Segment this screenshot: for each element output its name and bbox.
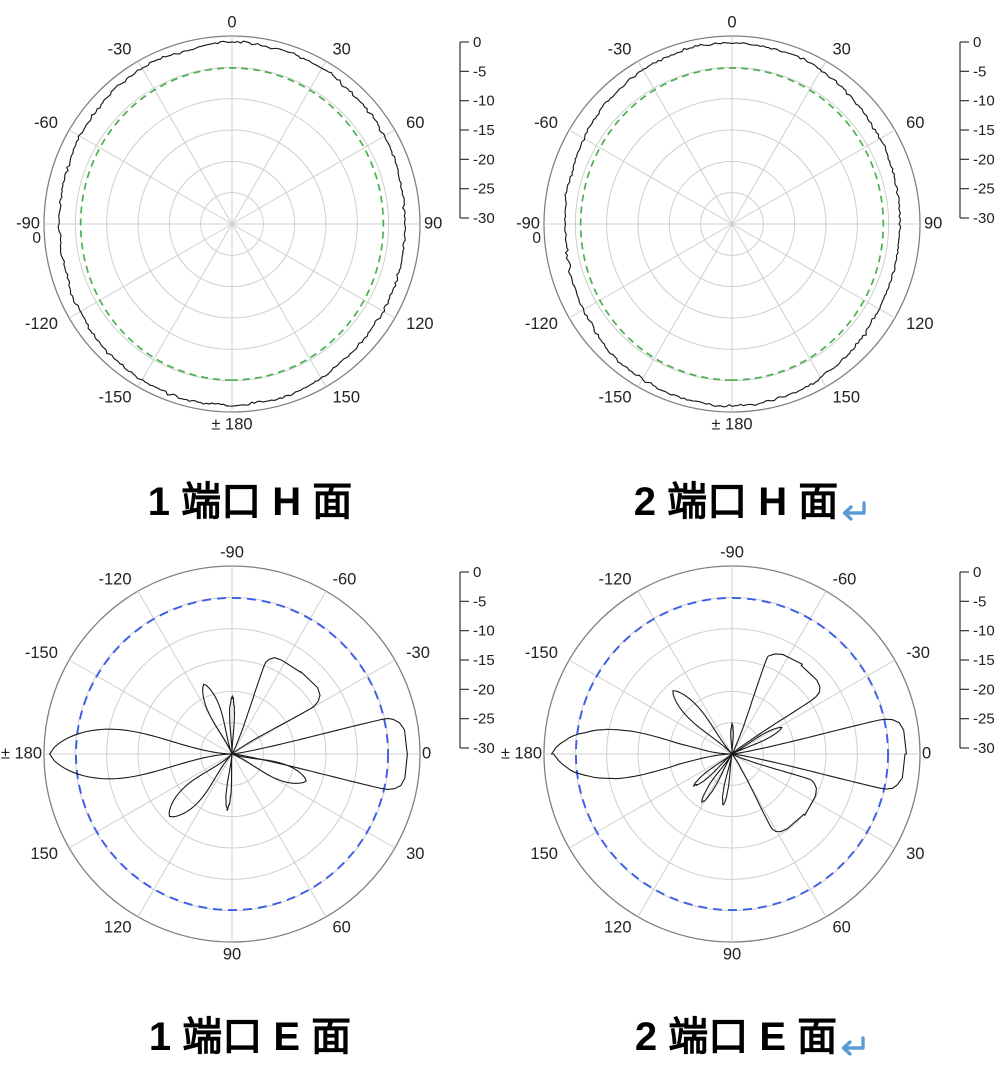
svg-text:-20: -20 (473, 151, 495, 168)
svg-text:-120: -120 (525, 315, 558, 333)
svg-text:30: 30 (406, 845, 424, 863)
svg-text:0: 0 (532, 230, 541, 247)
svg-text:-5: -5 (473, 593, 486, 610)
svg-text:0: 0 (973, 34, 981, 51)
svg-text:-15: -15 (973, 122, 995, 139)
svg-text:-60: -60 (34, 114, 58, 132)
svg-text:-10: -10 (973, 623, 995, 640)
svg-text:60: 60 (333, 918, 351, 936)
svg-text:-30: -30 (473, 210, 495, 227)
svg-text:-90: -90 (220, 543, 244, 561)
svg-text:-60: -60 (833, 570, 857, 588)
svg-text:-25: -25 (473, 711, 495, 728)
svg-text:30: 30 (906, 845, 924, 863)
svg-text:-25: -25 (973, 711, 995, 728)
svg-text:± 180: ± 180 (1, 744, 42, 762)
svg-text:30: 30 (333, 40, 351, 58)
svg-text:-5: -5 (973, 63, 986, 80)
svg-text:90: 90 (424, 214, 442, 232)
svg-text:-10: -10 (473, 623, 495, 640)
svg-text:± 180: ± 180 (211, 415, 252, 433)
svg-text:-20: -20 (473, 681, 495, 698)
svg-text:0: 0 (973, 564, 981, 581)
svg-text:-90: -90 (720, 543, 744, 561)
svg-text:-30: -30 (973, 740, 995, 757)
svg-text:0: 0 (473, 34, 481, 51)
svg-text:-20: -20 (973, 681, 995, 698)
svg-text:30: 30 (833, 40, 851, 58)
svg-text:90: 90 (223, 945, 241, 963)
svg-text:-30: -30 (473, 740, 495, 757)
svg-text:-20: -20 (973, 151, 995, 168)
svg-text:60: 60 (833, 918, 851, 936)
svg-text:-30: -30 (608, 40, 632, 58)
svg-text:-150: -150 (98, 388, 131, 406)
svg-text:-150: -150 (598, 388, 631, 406)
svg-text:-30: -30 (108, 40, 132, 58)
svg-text:0: 0 (473, 564, 481, 581)
svg-text:-25: -25 (973, 181, 995, 198)
svg-text:-120: -120 (98, 570, 131, 588)
svg-text:-30: -30 (906, 644, 930, 662)
svg-text:-30: -30 (406, 644, 430, 662)
svg-text:0: 0 (422, 744, 431, 762)
svg-text:-15: -15 (473, 122, 495, 139)
svg-text:± 180: ± 180 (711, 415, 752, 433)
svg-text:90: 90 (924, 214, 942, 232)
svg-text:-150: -150 (525, 644, 558, 662)
svg-text:-25: -25 (473, 181, 495, 198)
svg-text:150: 150 (333, 388, 361, 406)
svg-text:60: 60 (406, 114, 424, 132)
svg-text:0: 0 (227, 13, 236, 31)
svg-text:150: 150 (833, 388, 861, 406)
svg-text:150: 150 (30, 845, 58, 863)
svg-text:120: 120 (406, 315, 434, 333)
svg-text:90: 90 (723, 945, 741, 963)
svg-text:-15: -15 (473, 652, 495, 669)
svg-text:-10: -10 (473, 93, 495, 110)
svg-text:120: 120 (104, 918, 132, 936)
svg-text:120: 120 (604, 918, 632, 936)
svg-text:0: 0 (32, 230, 41, 247)
svg-text:-10: -10 (973, 93, 995, 110)
svg-text:150: 150 (530, 845, 558, 863)
svg-text:-5: -5 (473, 63, 486, 80)
svg-text:-120: -120 (25, 315, 58, 333)
svg-text:60: 60 (906, 114, 924, 132)
svg-text:-120: -120 (598, 570, 631, 588)
svg-text:-15: -15 (973, 652, 995, 669)
svg-text:120: 120 (906, 315, 934, 333)
svg-text:-60: -60 (333, 570, 357, 588)
svg-text:-60: -60 (534, 114, 558, 132)
svg-text:-150: -150 (25, 644, 58, 662)
svg-text:-30: -30 (973, 210, 995, 227)
svg-text:-5: -5 (973, 593, 986, 610)
svg-text:0: 0 (922, 744, 931, 762)
svg-text:± 180: ± 180 (501, 744, 542, 762)
svg-text:0: 0 (727, 13, 736, 31)
